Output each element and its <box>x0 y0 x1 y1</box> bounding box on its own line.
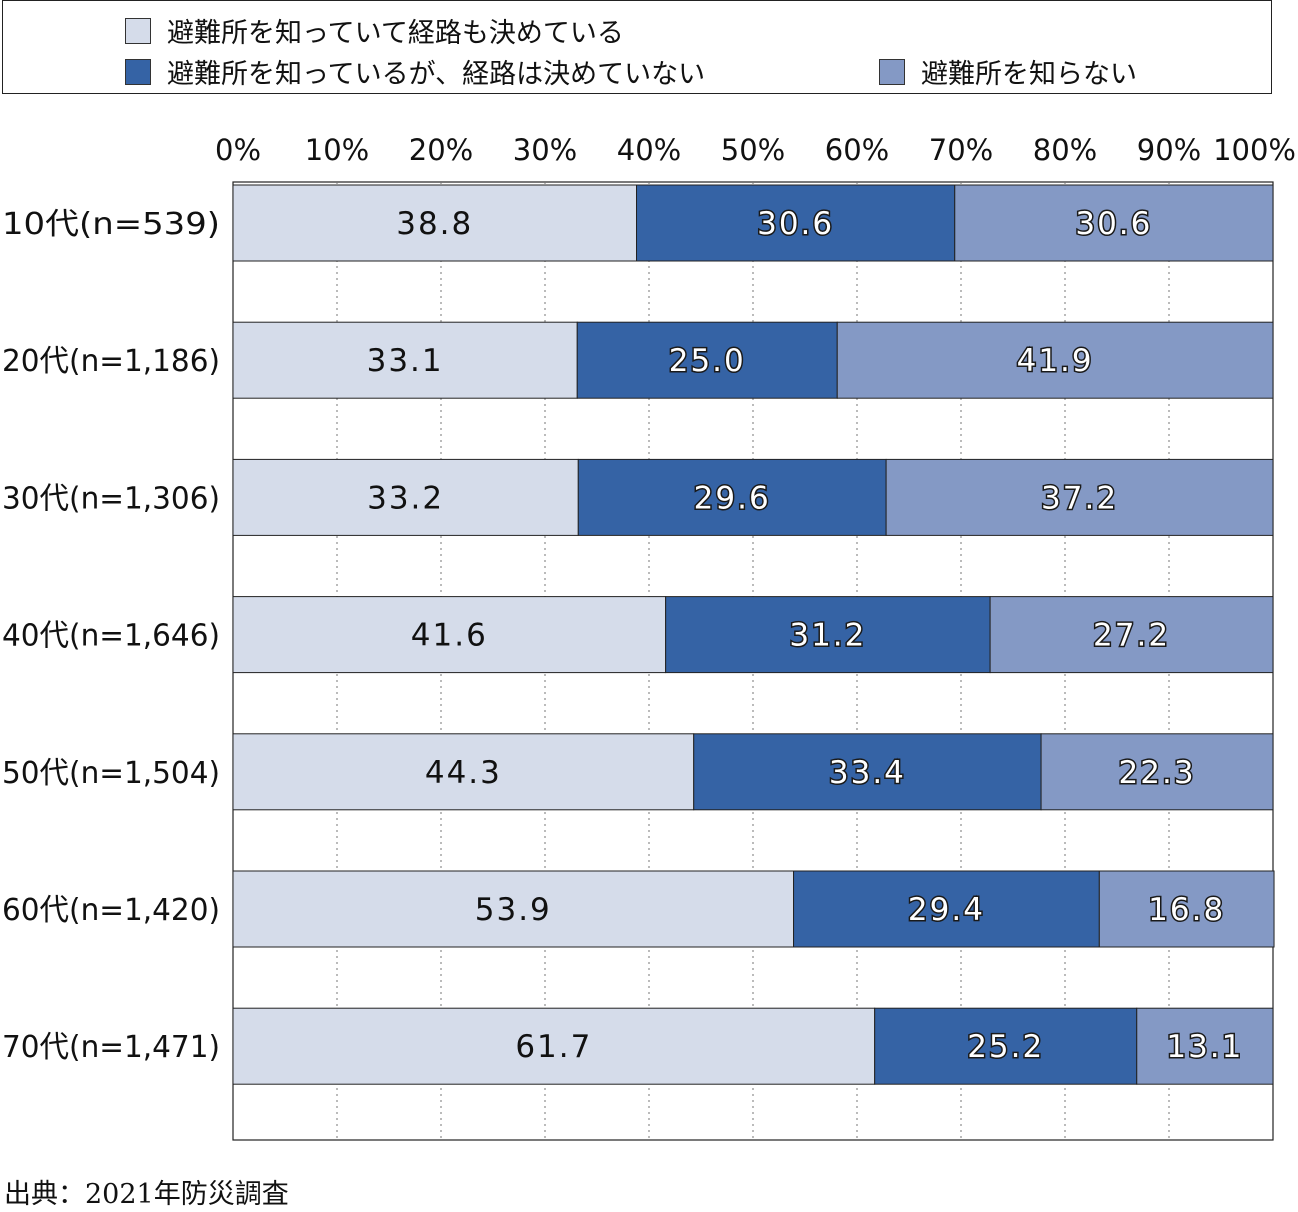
x-tick-label: 80% <box>1033 133 1097 167</box>
data-label: 53.9 <box>475 892 552 928</box>
legend-item-known-route-undecided: 避難所を知っているが、経路は決めていない <box>125 52 705 91</box>
legend-label-known-route-undecided: 避難所を知っているが、経路は決めていない <box>167 59 706 90</box>
source-note: 出典：2021年防災調査 <box>4 1179 289 1210</box>
category-label: 50代(n=1,504) <box>2 756 220 791</box>
bar-segment <box>665 596 991 674</box>
x-tick-label: 50% <box>721 133 785 167</box>
data-label: 33.2 <box>367 480 444 516</box>
data-label: 41.9 <box>1017 343 1094 379</box>
legend-label-known-route-decided: 避難所を知っていて経路も決めている <box>167 18 624 49</box>
legend-item-known-route-decided: 避難所を知っていて経路も決めている <box>125 11 624 50</box>
legend: 避難所を知っていて経路も決めている 避難所を知っているが、経路は決めていない 避… <box>2 0 1272 94</box>
x-tick-label: 70% <box>929 133 993 167</box>
data-label: 27.2 <box>1093 618 1170 654</box>
legend-swatch-unknown <box>879 58 905 85</box>
data-label: 13.1 <box>1166 1029 1243 1065</box>
data-label: 29.6 <box>694 480 771 516</box>
bar-segment <box>793 870 1100 948</box>
bar-segment <box>232 458 579 536</box>
category-label: 20代(n=1,186) <box>2 344 220 379</box>
bar-segment <box>989 596 1274 674</box>
data-label: 37.2 <box>1041 480 1118 516</box>
x-tick-label: 90% <box>1137 133 1201 167</box>
data-label: 41.6 <box>411 618 488 654</box>
data-label: 61.7 <box>515 1029 592 1065</box>
category-label: 10代(n=539) <box>2 207 220 242</box>
category-label: 70代(n=1,471) <box>2 1030 220 1065</box>
legend-swatch-known-route-undecided <box>125 58 151 85</box>
x-tick-label: 60% <box>825 133 889 167</box>
data-label: 16.8 <box>1148 892 1225 928</box>
x-tick-label: 10% <box>305 133 369 167</box>
bar-segment <box>232 870 795 948</box>
data-label: 29.4 <box>908 892 985 928</box>
legend-item-unknown: 避難所を知らない <box>879 52 1137 91</box>
legend-swatch-known-route-decided <box>125 17 151 44</box>
x-tick-label: 0% <box>215 133 261 167</box>
bar-segment <box>232 184 638 262</box>
bar-segment <box>576 321 838 399</box>
x-tick-label: 20% <box>409 133 473 167</box>
data-label: 22.3 <box>1119 755 1196 791</box>
category-label: 60代(n=1,420) <box>2 893 220 928</box>
bar-segment <box>885 458 1274 536</box>
category-label: 30代(n=1,306) <box>2 481 220 516</box>
x-tick-label: 100% <box>1213 133 1296 167</box>
data-label: 30.6 <box>757 206 834 242</box>
data-label: 25.2 <box>967 1029 1044 1065</box>
data-label: 25.0 <box>669 343 746 379</box>
category-label: 40代(n=1,646) <box>2 619 220 654</box>
data-label: 33.1 <box>367 343 444 379</box>
data-label: 33.4 <box>829 755 906 791</box>
bar-segment <box>232 321 578 399</box>
bar-segment <box>1040 733 1274 811</box>
bar-segment <box>954 184 1274 262</box>
x-tick-label: 30% <box>513 133 577 167</box>
bar-segment <box>232 596 667 674</box>
data-label: 44.3 <box>425 755 502 791</box>
bar-segment <box>636 184 956 262</box>
bar-segment <box>577 458 887 536</box>
data-label: 30.6 <box>1075 206 1152 242</box>
bar-segment <box>693 733 1042 811</box>
bar-segment <box>1098 870 1275 948</box>
bar-segment <box>1136 1007 1274 1085</box>
bar-segment <box>836 321 1274 399</box>
data-label: 38.8 <box>396 206 473 242</box>
data-label: 31.2 <box>789 618 866 654</box>
bar-segment <box>232 1007 876 1085</box>
bar-segment <box>232 733 695 811</box>
bar-segment <box>874 1007 1138 1085</box>
legend-label-unknown: 避難所を知らない <box>921 59 1137 90</box>
x-tick-label: 40% <box>617 133 681 167</box>
